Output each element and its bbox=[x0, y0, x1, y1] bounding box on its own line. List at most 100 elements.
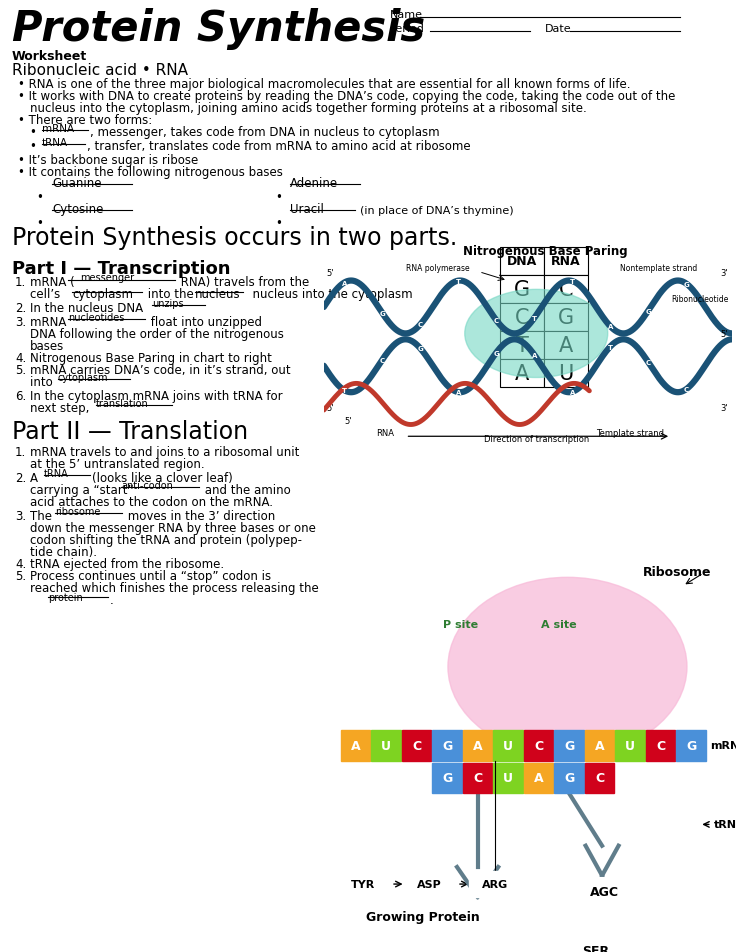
Text: •: • bbox=[36, 190, 43, 204]
Text: Period: Period bbox=[390, 24, 425, 34]
Text: A: A bbox=[473, 739, 482, 752]
Text: The: The bbox=[30, 509, 56, 523]
Text: C: C bbox=[534, 739, 543, 752]
Text: • It works with DNA to create proteins by reading the DNA’s code, copying the co: • It works with DNA to create proteins b… bbox=[18, 89, 676, 103]
Text: , messenger, takes code from DNA in nucleus to cytoplasm: , messenger, takes code from DNA in nucl… bbox=[90, 126, 439, 139]
Text: G: G bbox=[686, 739, 696, 752]
Text: A: A bbox=[559, 336, 573, 356]
Text: Worksheet: Worksheet bbox=[12, 50, 88, 63]
Text: In the nucleus DNA: In the nucleus DNA bbox=[30, 302, 147, 315]
Text: T: T bbox=[608, 345, 612, 350]
Ellipse shape bbox=[448, 578, 687, 757]
Bar bbox=[524, 730, 553, 761]
Bar bbox=[500, 304, 544, 331]
Text: bases: bases bbox=[30, 340, 64, 352]
Text: 5': 5' bbox=[326, 404, 333, 412]
Bar bbox=[544, 360, 588, 387]
Text: DNA: DNA bbox=[507, 255, 537, 268]
Bar bbox=[544, 248, 588, 276]
Text: A: A bbox=[534, 772, 543, 784]
Bar bbox=[371, 730, 401, 761]
Text: 3': 3' bbox=[721, 268, 728, 277]
Ellipse shape bbox=[464, 290, 608, 378]
Text: mRNA carries DNA’s code, in it’s strand, out: mRNA carries DNA’s code, in it’s strand,… bbox=[30, 364, 291, 377]
Text: 2.: 2. bbox=[15, 302, 26, 315]
Bar bbox=[403, 871, 456, 897]
Text: Direction of transcription: Direction of transcription bbox=[484, 434, 589, 444]
Text: Cytosine: Cytosine bbox=[52, 203, 103, 216]
Text: G: G bbox=[442, 739, 452, 752]
Text: nucleotides: nucleotides bbox=[68, 312, 124, 323]
Text: A: A bbox=[342, 280, 347, 287]
Text: C: C bbox=[473, 772, 482, 784]
Text: RNA) travels from the: RNA) travels from the bbox=[177, 276, 309, 288]
Text: 5': 5' bbox=[344, 417, 352, 426]
Text: AGC: AGC bbox=[590, 884, 619, 898]
Text: • RNA is one of the three major biological macromolecules that are essential for: • RNA is one of the three major biologic… bbox=[18, 78, 631, 90]
Text: Process continues until a “stop” codon is: Process continues until a “stop” codon i… bbox=[30, 569, 271, 583]
Text: down the messenger RNA by three bases or one: down the messenger RNA by three bases or… bbox=[30, 522, 316, 534]
Text: C: C bbox=[514, 307, 529, 327]
Bar bbox=[493, 730, 523, 761]
Bar bbox=[402, 730, 431, 761]
Text: U: U bbox=[381, 739, 391, 752]
Text: 5': 5' bbox=[326, 268, 333, 277]
Text: T: T bbox=[531, 316, 537, 322]
Text: Growing Protein: Growing Protein bbox=[367, 910, 480, 923]
Text: T: T bbox=[515, 336, 528, 356]
Text: A: A bbox=[515, 364, 529, 384]
Text: •: • bbox=[36, 217, 43, 229]
Text: G: G bbox=[442, 772, 452, 784]
Text: T: T bbox=[456, 278, 461, 285]
Text: reached which finishes the process releasing the: reached which finishes the process relea… bbox=[30, 582, 319, 594]
Text: Name: Name bbox=[390, 10, 423, 20]
Text: In the cytoplasm mRNA joins with tRNA for: In the cytoplasm mRNA joins with tRNA fo… bbox=[30, 389, 283, 403]
Text: • There are two forms:: • There are two forms: bbox=[18, 114, 152, 127]
Text: , transfer, translates code from mRNA to amino acid at ribosome: , transfer, translates code from mRNA to… bbox=[87, 140, 470, 153]
Bar bbox=[463, 730, 492, 761]
Text: Template strand: Template strand bbox=[596, 428, 664, 437]
Text: into the: into the bbox=[144, 288, 197, 301]
Text: tRNA: tRNA bbox=[42, 138, 68, 148]
Bar bbox=[554, 763, 584, 793]
Text: A: A bbox=[30, 471, 42, 485]
Text: 5.: 5. bbox=[15, 364, 26, 377]
Text: ASP: ASP bbox=[417, 879, 442, 889]
Text: A: A bbox=[351, 739, 361, 752]
Text: U: U bbox=[503, 739, 513, 752]
Text: SER: SER bbox=[582, 944, 609, 952]
Text: moves in the 3’ direction: moves in the 3’ direction bbox=[124, 509, 275, 523]
Bar bbox=[341, 730, 370, 761]
Text: G: G bbox=[683, 281, 689, 288]
Bar bbox=[554, 730, 584, 761]
Text: G: G bbox=[564, 739, 574, 752]
Text: P site: P site bbox=[443, 620, 478, 629]
Bar bbox=[500, 360, 544, 387]
Text: •: • bbox=[30, 140, 40, 153]
Text: RNA polymerase: RNA polymerase bbox=[406, 264, 470, 273]
Text: A: A bbox=[456, 389, 461, 396]
Text: .: . bbox=[110, 593, 114, 606]
Text: Nitrogenous Base Paring in chart to right: Nitrogenous Base Paring in chart to righ… bbox=[30, 351, 272, 365]
Text: A: A bbox=[570, 389, 575, 395]
Text: U: U bbox=[625, 739, 635, 752]
Text: 1.: 1. bbox=[15, 276, 26, 288]
Text: C: C bbox=[645, 360, 651, 366]
Text: TYR: TYR bbox=[351, 879, 375, 889]
Text: A site: A site bbox=[542, 620, 577, 629]
Text: Part I — Transcription: Part I — Transcription bbox=[12, 260, 230, 278]
Text: U: U bbox=[503, 772, 513, 784]
Text: RNA: RNA bbox=[551, 255, 581, 268]
Bar bbox=[645, 730, 676, 761]
Bar bbox=[524, 763, 553, 793]
Text: G: G bbox=[379, 310, 385, 317]
Text: Date: Date bbox=[545, 24, 572, 34]
Text: A: A bbox=[595, 739, 604, 752]
Text: tRNA: tRNA bbox=[714, 820, 736, 829]
Text: 4.: 4. bbox=[15, 558, 26, 570]
Bar bbox=[432, 763, 462, 793]
Text: C: C bbox=[417, 322, 422, 328]
Text: nucleus into the cytoplasm: nucleus into the cytoplasm bbox=[245, 288, 413, 301]
Text: Ribonucleic acid • RNA: Ribonucleic acid • RNA bbox=[12, 63, 188, 78]
Text: translation: translation bbox=[96, 399, 149, 408]
